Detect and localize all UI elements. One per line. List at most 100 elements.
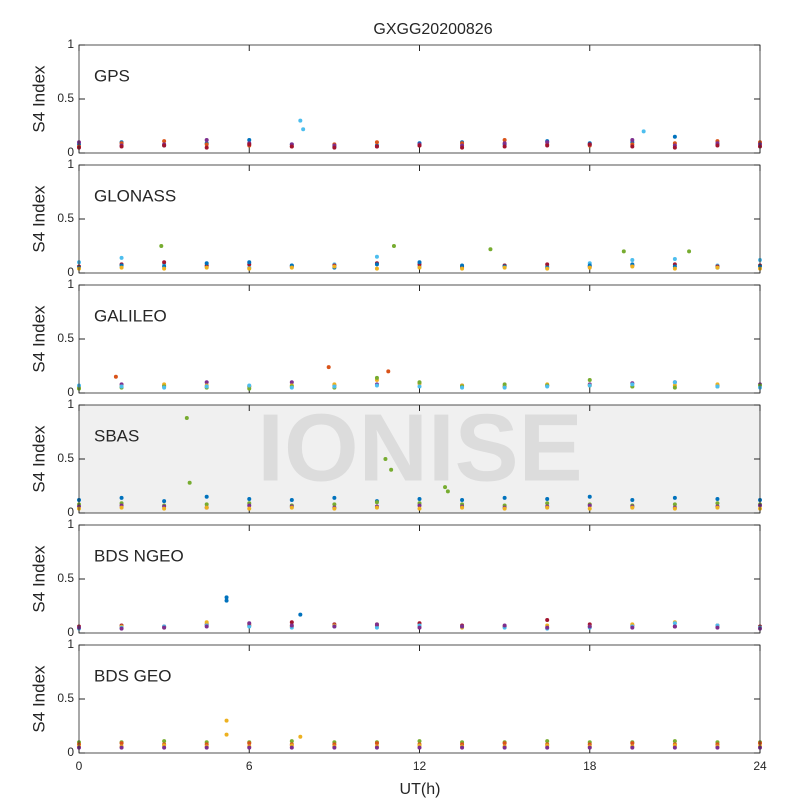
y-axis-label: S4 Index [29, 425, 48, 493]
point [374, 625, 379, 630]
point [545, 262, 550, 267]
plot-area [79, 165, 760, 273]
point [715, 745, 720, 750]
point [119, 505, 124, 510]
point [383, 457, 388, 461]
y-axis-label: S4 Index [29, 665, 48, 733]
point [374, 254, 379, 259]
panel-label: GPS [94, 66, 130, 85]
y-tick-label: 0 [67, 745, 74, 759]
point [224, 718, 229, 723]
point [204, 380, 209, 385]
point [715, 143, 720, 148]
point [204, 265, 209, 270]
point [672, 134, 677, 139]
point [301, 127, 306, 132]
point [374, 375, 379, 380]
point [113, 374, 118, 379]
point [417, 745, 422, 750]
point [460, 263, 465, 268]
point [119, 626, 124, 631]
y-tick-label: 1 [67, 517, 74, 531]
point [204, 138, 209, 143]
point [502, 741, 507, 746]
plot-area [79, 45, 760, 153]
point [545, 143, 550, 148]
point [460, 385, 465, 390]
point [119, 265, 124, 270]
point [247, 383, 252, 388]
point [298, 734, 303, 739]
point [389, 467, 394, 472]
point [417, 260, 422, 265]
y-tick-label: 0.5 [57, 331, 74, 345]
point [247, 138, 252, 143]
point [247, 624, 252, 629]
point [119, 144, 124, 149]
point [687, 249, 692, 254]
point [289, 498, 294, 503]
point [630, 625, 635, 630]
point [672, 266, 677, 271]
point [374, 144, 379, 149]
point [374, 266, 379, 271]
point [630, 741, 635, 746]
plot-area [79, 405, 760, 513]
point [417, 143, 422, 148]
point [162, 625, 167, 630]
plot-area [79, 285, 760, 393]
point [289, 265, 294, 270]
point [204, 620, 209, 625]
point [715, 505, 720, 510]
point [417, 739, 422, 744]
point [545, 745, 550, 750]
point [715, 501, 720, 506]
point [247, 621, 252, 626]
y-tick-label: 1 [67, 277, 74, 291]
point [443, 485, 448, 490]
point [621, 249, 626, 254]
point [162, 739, 167, 744]
point [587, 494, 592, 499]
panel-label: GLONASS [94, 186, 176, 205]
point [672, 739, 677, 744]
point [502, 382, 507, 387]
point [224, 595, 229, 600]
point [545, 739, 550, 744]
point [289, 380, 294, 385]
point [162, 139, 167, 144]
point [332, 745, 337, 750]
point [224, 598, 229, 603]
x-axis-label: UT(h) [400, 781, 441, 798]
point [587, 378, 592, 383]
point [545, 618, 550, 623]
point [672, 385, 677, 390]
point [332, 145, 337, 150]
point [630, 382, 635, 387]
point [587, 624, 592, 629]
point [672, 624, 677, 629]
point [502, 385, 507, 390]
point [460, 498, 465, 503]
y-tick-label: 0.5 [57, 211, 74, 225]
point [204, 745, 209, 750]
point [247, 386, 252, 391]
point [224, 732, 229, 737]
plot-frame [78, 404, 761, 514]
point [289, 620, 294, 625]
point [488, 247, 493, 252]
point [162, 260, 167, 265]
point [162, 266, 167, 271]
point [545, 384, 550, 389]
plot-frame [78, 164, 761, 274]
point [460, 745, 465, 750]
point [289, 739, 294, 744]
point [460, 624, 465, 629]
y-tick-label: 0.5 [57, 691, 74, 705]
point [247, 266, 252, 271]
point [247, 506, 252, 511]
point [545, 505, 550, 510]
point [119, 384, 124, 389]
y-axis-label: S4 Index [29, 305, 48, 373]
point [417, 380, 422, 385]
